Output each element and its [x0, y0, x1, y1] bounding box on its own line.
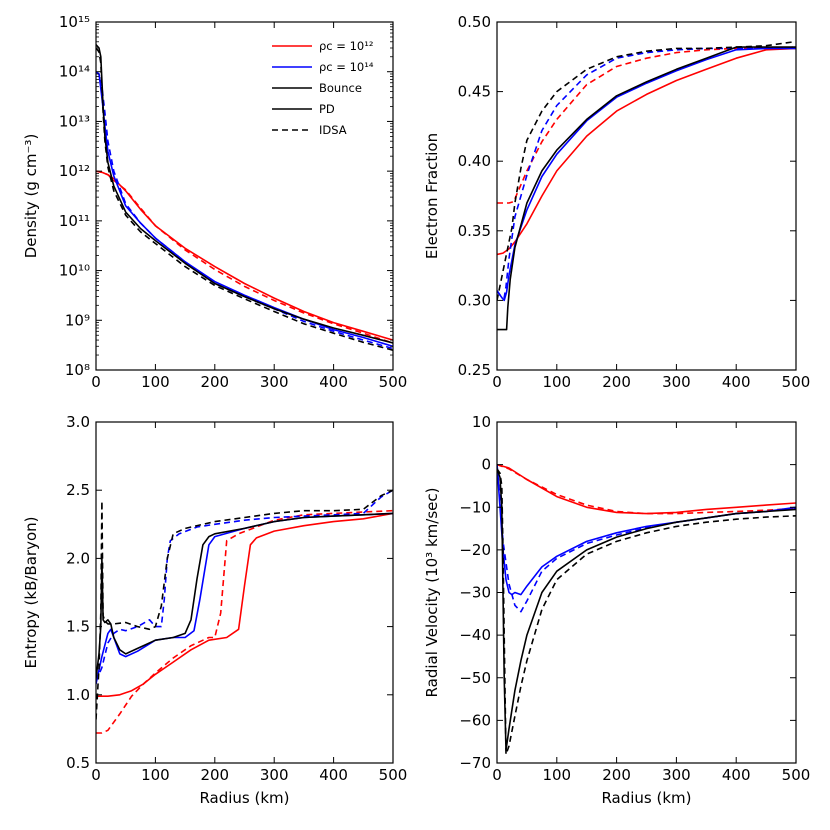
y-tick-label: −50: [459, 669, 491, 687]
y-tick-label: 1.5: [66, 618, 90, 636]
x-tick-label: 400: [722, 373, 751, 391]
series-group: [497, 463, 796, 756]
y-tick-label: 10⁸: [65, 361, 90, 379]
x-tick-label: 400: [722, 766, 751, 784]
y-tick-label: 0.35: [458, 222, 491, 240]
y-tick-label: 10¹⁵: [59, 13, 90, 31]
x-tick-label: 500: [379, 766, 408, 784]
series-line-3: [497, 47, 796, 302]
x-tick-label: 300: [260, 373, 289, 391]
legend-label-1: ρc = 10¹²: [319, 39, 373, 53]
y-tick-label: 2.5: [66, 481, 90, 499]
series-line-3: [497, 464, 796, 596]
series-line-5: [96, 512, 393, 679]
x-tick-label: 200: [602, 373, 631, 391]
series-group: [497, 40, 796, 331]
x-tick-label: 500: [782, 373, 811, 391]
series-line-1: [96, 170, 393, 341]
y-tick-label: −10: [459, 498, 491, 516]
y-tick-label: 10¹²: [59, 162, 90, 180]
x-tick-label: 200: [200, 766, 229, 784]
chart-panel-3: 0 100 200 300 400 500 0.5 1.0 1.5 2.0 2.5 3.0 Entrop…: [22, 413, 407, 807]
chart-panel-1: 0 100 200 300 400 500 10⁸ 10⁹ 10¹⁰ 10¹¹ 10¹² 10¹³ 10…: [22, 13, 407, 391]
y-tick-label: −20: [459, 541, 491, 559]
y-tick-label: 0.25: [458, 361, 491, 379]
series-line-1: [96, 512, 393, 697]
series-line-3: [96, 512, 393, 685]
x-tick-label: 200: [602, 766, 631, 784]
series-line-5: [497, 46, 796, 331]
y-tick-label: 3.0: [66, 413, 90, 431]
y-tick-label: 1.0: [66, 686, 90, 704]
series-line-6: [497, 468, 796, 756]
series-line-6: [96, 489, 393, 720]
x-tick-label: 100: [141, 766, 170, 784]
y-tick-label: 0.50: [458, 13, 491, 31]
y-axis-label: Radial Velocity (10³ km/sec): [423, 488, 441, 698]
y-axis-label: Density (g cm⁻³): [22, 134, 40, 259]
chart-panel-4: 0 100 200 300 400 500 −70 −60 −50 −40 −30 −20 −10 0 10…: [423, 413, 810, 807]
y-tick-label: 2.0: [66, 549, 90, 567]
series-line-6: [96, 47, 393, 351]
series-group: [96, 489, 393, 734]
x-tick-label: 300: [662, 766, 691, 784]
plot-frame: [496, 21, 797, 371]
y-tick-label: 10¹³: [59, 112, 90, 130]
y-tick-label: −70: [459, 754, 491, 772]
x-tick-label: 300: [662, 373, 691, 391]
series-line-2: [497, 47, 796, 204]
legend-label-5: IDSA: [319, 123, 347, 137]
series-line-1: [497, 463, 796, 515]
x-tick-label: 0: [492, 373, 502, 391]
series-line-1: [497, 47, 796, 256]
x-axis-label: Radius (km): [199, 789, 289, 807]
legend: ρc = 10¹² ρc = 10¹⁴ Bounce PD IDSA: [272, 39, 374, 137]
series-line-5: [497, 468, 796, 751]
y-tick-label: −60: [459, 711, 491, 729]
y-tick-label: 0.45: [458, 83, 491, 101]
chart-panel-2: 0 100 200 300 400 500 0.25 0.30 0.35 0.40 0.45 0.50…: [423, 13, 810, 391]
series-group: [96, 44, 393, 351]
series-line-4: [497, 46, 796, 299]
y-tick-label: 10¹¹: [59, 212, 90, 230]
y-tick-label: −30: [459, 584, 491, 602]
x-tick-label: 100: [542, 766, 571, 784]
series-line-4: [96, 71, 393, 350]
y-tick-label: 0.5: [66, 754, 90, 772]
y-tick-label: 10¹⁰: [59, 262, 90, 280]
y-axis-label: Electron Fraction: [423, 133, 441, 259]
x-tick-label: 200: [200, 373, 229, 391]
y-tick-label: 0.40: [458, 152, 491, 170]
plot-frame: [95, 21, 394, 371]
y-axis-label: Entropy (kB/Baryon): [22, 517, 40, 669]
x-tick-label: 100: [542, 373, 571, 391]
series-line-2: [96, 509, 393, 734]
series-line-2: [96, 170, 393, 344]
x-axis-label: Radius (km): [601, 789, 691, 807]
x-tick-label: 400: [319, 373, 348, 391]
y-tick-label: 10: [472, 413, 491, 431]
x-tick-label: 0: [91, 373, 101, 391]
x-tick-label: 100: [141, 373, 170, 391]
x-tick-label: 500: [782, 766, 811, 784]
x-tick-label: 0: [492, 766, 502, 784]
x-tick-label: 0: [91, 766, 101, 784]
legend-label-2: ρc = 10¹⁴: [319, 60, 374, 74]
plot-frame: [95, 421, 394, 764]
x-tick-label: 500: [379, 373, 408, 391]
legend-label-4: PD: [319, 102, 335, 116]
x-tick-label: 300: [260, 766, 289, 784]
series-line-6: [497, 40, 796, 301]
series-line-2: [497, 463, 796, 515]
y-tick-label: 10¹⁴: [59, 63, 90, 81]
y-tick-label: 0: [481, 456, 491, 474]
legend-label-3: Bounce: [319, 81, 362, 95]
x-tick-label: 400: [319, 766, 348, 784]
y-tick-label: 0.30: [458, 291, 491, 309]
y-tick-label: −40: [459, 626, 491, 644]
y-tick-label: 10⁹: [65, 311, 90, 329]
